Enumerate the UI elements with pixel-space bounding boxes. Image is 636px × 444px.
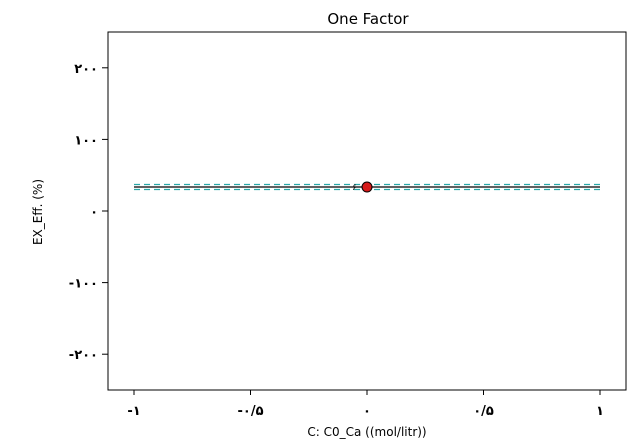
y-ticks: ٢٠٠ ١٠٠ ٠ -١٠٠ -٢٠٠: [69, 62, 108, 363]
x-tick-label: ١: [596, 404, 604, 419]
y-tick-label: -١٠٠: [69, 277, 98, 292]
plot-frame: [107, 31, 627, 391]
points-layer: ۶: [352, 181, 373, 193]
data-point: [361, 181, 373, 193]
y-axis-label: EX_Eff. (%): [31, 179, 45, 245]
x-tick-label: -١: [127, 404, 140, 419]
y-tick-label: ٢٠٠: [74, 62, 98, 77]
data-point-label: ۶: [352, 183, 357, 193]
x-ticks: -١ -٠/۵ ٠ ٠/۵ ١: [127, 390, 604, 419]
x-tick-label: ٠: [363, 404, 371, 419]
y-tick-label: ١٠٠: [74, 133, 98, 148]
chart-title: One Factor: [327, 10, 409, 28]
x-tick-label: ٠/۵: [473, 404, 494, 419]
y-tick-label: -٢٠٠: [69, 348, 98, 363]
x-tick-label: -٠/۵: [237, 404, 263, 419]
y-tick-label: ٠: [90, 205, 98, 220]
x-axis-label: C: C0_Ca ((mol/litr)): [307, 425, 426, 439]
